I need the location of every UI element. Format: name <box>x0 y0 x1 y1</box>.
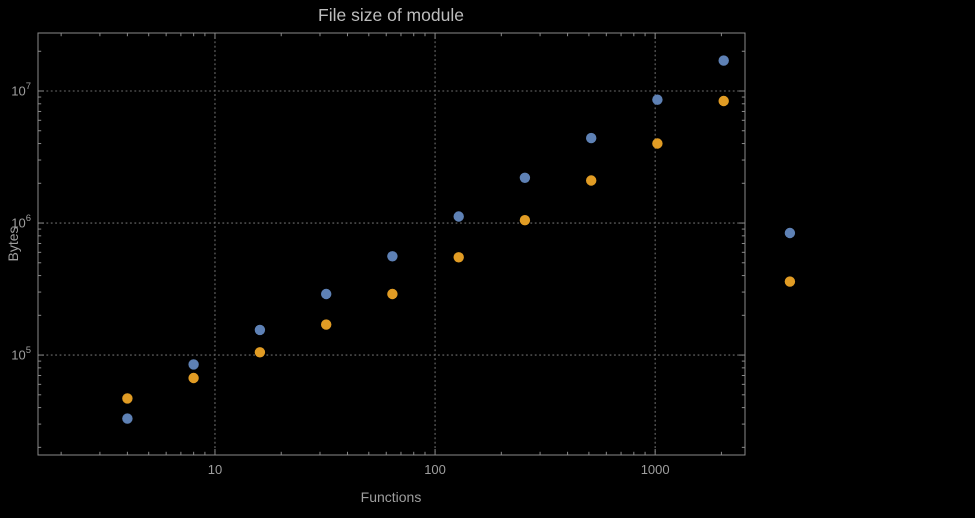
data-point <box>586 132 597 144</box>
data-point <box>321 319 332 330</box>
data-point <box>519 215 531 226</box>
data-point <box>519 172 531 183</box>
data-point <box>453 211 464 222</box>
x-tick-label: 100 <box>424 462 446 477</box>
data-point <box>586 175 597 186</box>
plot-frame <box>37 32 746 456</box>
data-point <box>387 288 398 300</box>
y-tick-label: 107 <box>11 81 31 99</box>
y-tick-labels: 105 106 107 <box>11 81 31 363</box>
gridlines <box>37 32 746 456</box>
axis-ticks <box>38 33 745 455</box>
data-point <box>784 276 796 287</box>
data-point <box>652 94 663 105</box>
chart-title: File size of module <box>318 5 464 25</box>
data-point <box>122 413 133 424</box>
x-tick-label: 1000 <box>641 462 670 477</box>
data-point <box>718 95 729 107</box>
data-point <box>387 251 398 262</box>
y-axis-label: Bytes <box>5 226 21 261</box>
series-1-blue-points <box>122 55 796 424</box>
x-tick-label: 10 <box>208 462 222 477</box>
series-2-orange-points <box>122 95 796 404</box>
data-point <box>453 252 464 263</box>
y-tick-label: 106 <box>11 213 31 231</box>
data-points <box>122 55 796 424</box>
data-point <box>122 393 133 404</box>
data-point <box>784 227 796 239</box>
x-axis-label: Functions <box>361 489 422 505</box>
data-point <box>188 372 199 384</box>
data-point <box>188 359 199 370</box>
data-point <box>254 347 266 358</box>
x-tick-labels: 10 100 1000 <box>208 462 670 477</box>
y-tick-label: 105 <box>11 345 31 363</box>
data-point <box>321 288 332 300</box>
data-point <box>254 324 266 336</box>
data-point <box>718 55 729 66</box>
data-point <box>652 138 663 149</box>
